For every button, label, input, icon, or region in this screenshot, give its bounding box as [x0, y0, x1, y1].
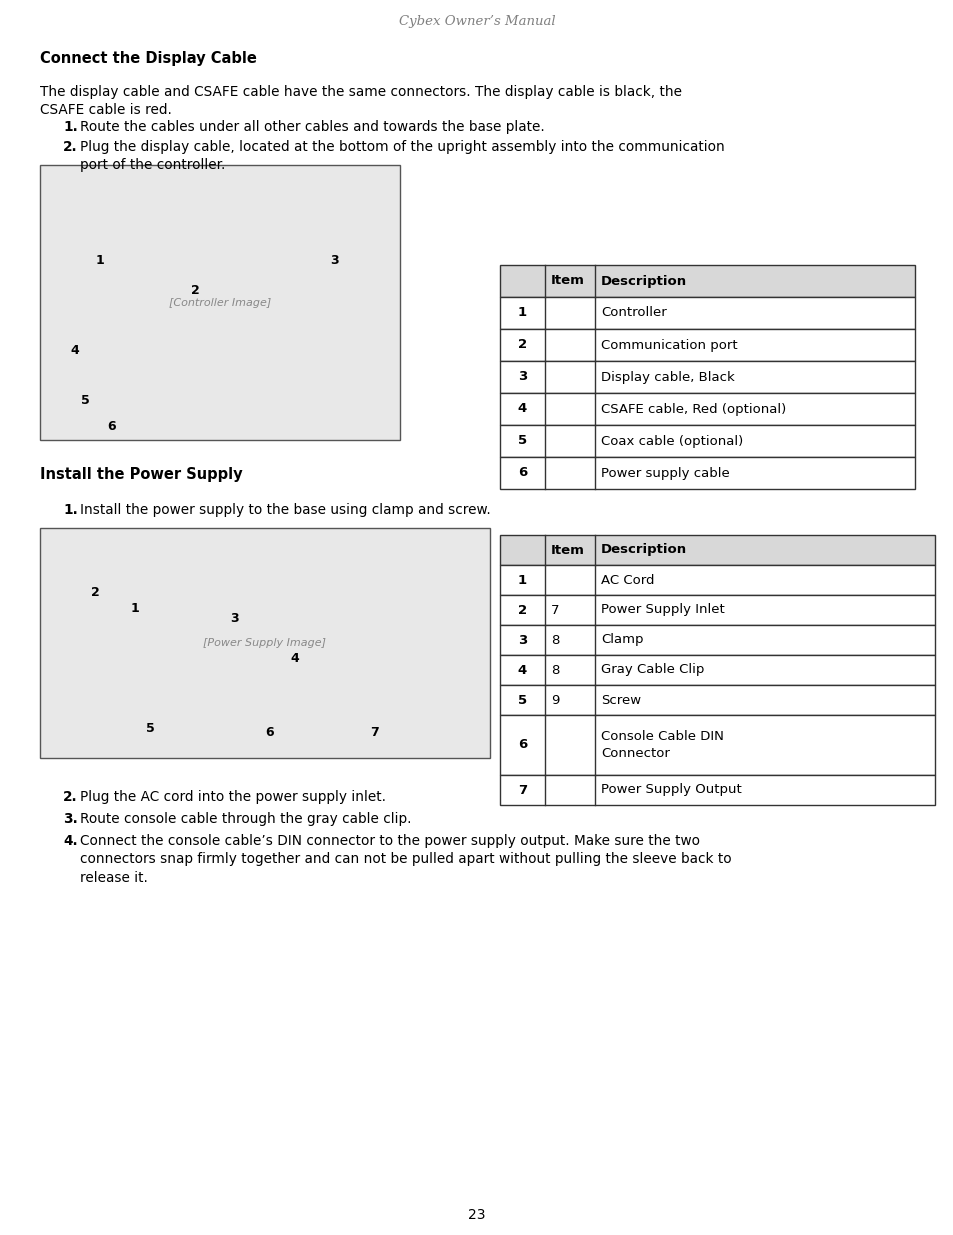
- Text: 9: 9: [551, 694, 558, 706]
- Text: 8: 8: [551, 663, 558, 677]
- Text: 2: 2: [91, 587, 99, 599]
- Text: 8: 8: [551, 634, 558, 646]
- Bar: [499, 329, 914, 361]
- Text: 6: 6: [265, 726, 274, 740]
- Text: Display cable, Black: Display cable, Black: [600, 370, 734, 384]
- Text: 3: 3: [517, 634, 527, 646]
- Text: Description: Description: [600, 274, 686, 288]
- Bar: [499, 685, 934, 715]
- Text: 3: 3: [331, 253, 339, 267]
- Text: 2.: 2.: [63, 140, 77, 154]
- Text: Power Supply Inlet: Power Supply Inlet: [600, 604, 724, 616]
- Text: Route the cables under all other cables and towards the base plate.: Route the cables under all other cables …: [80, 120, 544, 135]
- Bar: [499, 655, 934, 685]
- Text: 5: 5: [517, 694, 526, 706]
- Text: Coax cable (optional): Coax cable (optional): [600, 435, 742, 447]
- Bar: [499, 296, 914, 329]
- Bar: [499, 625, 934, 655]
- Text: 4: 4: [517, 403, 527, 415]
- Text: Gray Cable Clip: Gray Cable Clip: [600, 663, 703, 677]
- Text: Plug the display cable, located at the bottom of the upright assembly into the c: Plug the display cable, located at the b…: [80, 140, 724, 173]
- Text: 2: 2: [517, 604, 526, 616]
- Bar: [499, 595, 934, 625]
- Bar: [499, 361, 914, 393]
- Bar: [499, 715, 934, 776]
- Text: CSAFE cable, Red (optional): CSAFE cable, Red (optional): [600, 403, 785, 415]
- Bar: [499, 393, 914, 425]
- Text: 2.: 2.: [63, 790, 77, 804]
- Text: The display cable and CSAFE cable have the same connectors. The display cable is: The display cable and CSAFE cable have t…: [40, 85, 681, 117]
- Bar: [40, 165, 399, 440]
- Text: 2: 2: [517, 338, 526, 352]
- Text: Item: Item: [551, 274, 584, 288]
- Text: 1: 1: [131, 601, 139, 615]
- Text: 23: 23: [468, 1208, 485, 1221]
- Text: 4: 4: [71, 343, 79, 357]
- Bar: [499, 457, 914, 489]
- Text: 1.: 1.: [63, 503, 77, 517]
- Bar: [499, 425, 914, 457]
- Text: Item: Item: [551, 543, 584, 557]
- Text: Controller: Controller: [600, 306, 666, 320]
- Text: 5: 5: [146, 721, 154, 735]
- Text: Install the Power Supply: Install the Power Supply: [40, 468, 242, 483]
- Text: Screw: Screw: [600, 694, 640, 706]
- Text: 3: 3: [231, 611, 239, 625]
- Text: 4.: 4.: [63, 834, 77, 848]
- Bar: [499, 266, 914, 296]
- Text: 1: 1: [517, 573, 526, 587]
- Text: 1: 1: [517, 306, 526, 320]
- Bar: [499, 776, 934, 805]
- Text: Console Cable DIN
Connector: Console Cable DIN Connector: [600, 730, 723, 760]
- Text: Connect the Display Cable: Connect the Display Cable: [40, 51, 256, 65]
- Text: AC Cord: AC Cord: [600, 573, 654, 587]
- Text: 6: 6: [517, 739, 527, 752]
- Text: Clamp: Clamp: [600, 634, 643, 646]
- Text: Communication port: Communication port: [600, 338, 737, 352]
- Text: Install the power supply to the base using clamp and screw.: Install the power supply to the base usi…: [80, 503, 490, 517]
- Text: 6: 6: [517, 467, 527, 479]
- Text: 3.: 3.: [63, 811, 77, 826]
- Text: [Power Supply Image]: [Power Supply Image]: [203, 638, 326, 648]
- Text: 7: 7: [370, 726, 379, 740]
- Text: 5: 5: [517, 435, 526, 447]
- Bar: [499, 535, 934, 564]
- Text: 2: 2: [191, 284, 199, 296]
- Text: [Controller Image]: [Controller Image]: [169, 298, 271, 308]
- Text: 6: 6: [108, 420, 116, 433]
- Text: 7: 7: [551, 604, 558, 616]
- Text: 1.: 1.: [63, 120, 77, 135]
- Bar: [499, 564, 934, 595]
- Text: Plug the AC cord into the power supply inlet.: Plug the AC cord into the power supply i…: [80, 790, 386, 804]
- Text: Power supply cable: Power supply cable: [600, 467, 729, 479]
- Bar: [40, 529, 490, 758]
- Text: 3: 3: [517, 370, 527, 384]
- Text: 7: 7: [517, 783, 526, 797]
- Text: 1: 1: [95, 253, 104, 267]
- Text: Connect the console cable’s DIN connector to the power supply output. Make sure : Connect the console cable’s DIN connecto…: [80, 834, 731, 884]
- Text: Power Supply Output: Power Supply Output: [600, 783, 741, 797]
- Text: 4: 4: [517, 663, 527, 677]
- Text: Route console cable through the gray cable clip.: Route console cable through the gray cab…: [80, 811, 411, 826]
- Text: Cybex Owner’s Manual: Cybex Owner’s Manual: [398, 16, 555, 28]
- Text: Description: Description: [600, 543, 686, 557]
- Text: 4: 4: [291, 652, 299, 664]
- Text: 5: 5: [81, 394, 90, 406]
